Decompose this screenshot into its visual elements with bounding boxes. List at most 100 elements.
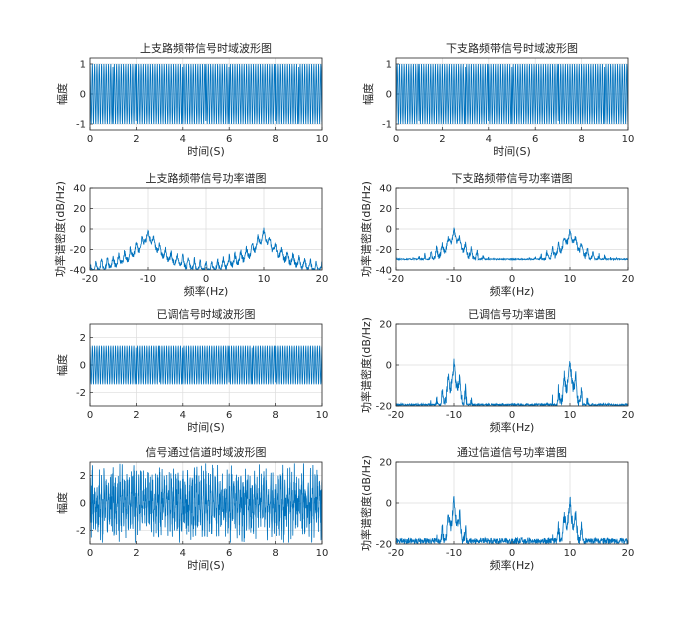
y-tick-label: -20 bbox=[376, 245, 392, 256]
x-tick-label: 6 bbox=[532, 134, 538, 145]
x-tick-label: 4 bbox=[180, 410, 186, 421]
x-tick-label: 0 bbox=[87, 548, 93, 559]
axes-box bbox=[89, 461, 323, 545]
x-axis-label: 时间(S) bbox=[493, 145, 531, 158]
axes-box bbox=[395, 461, 629, 545]
x-tick-label: 10 bbox=[564, 548, 577, 559]
y-tick-label: 20 bbox=[379, 320, 392, 331]
x-tick-label: -10 bbox=[446, 274, 462, 285]
subplot-title: 上支路频带信号功率谱图 bbox=[146, 171, 267, 185]
x-axis-label: 时间(S) bbox=[187, 559, 225, 572]
x-tick-label: -20 bbox=[388, 274, 404, 285]
subplot-5 bbox=[89, 323, 323, 407]
y-tick-label: 0 bbox=[80, 499, 86, 510]
y-axis-label: 功率谱密度(dB/Hz) bbox=[359, 455, 373, 551]
x-tick-label: 8 bbox=[272, 410, 278, 421]
x-tick-label: 8 bbox=[578, 134, 584, 145]
x-tick-label: -10 bbox=[446, 410, 462, 421]
axes-box bbox=[395, 187, 629, 271]
subplot-2 bbox=[395, 57, 629, 131]
x-tick-label: 10 bbox=[316, 548, 329, 559]
x-tick-label: 2 bbox=[133, 134, 139, 145]
y-tick-label: 2 bbox=[80, 471, 86, 482]
series-line bbox=[90, 63, 322, 125]
series-line bbox=[90, 345, 322, 385]
x-axis-label: 频率(Hz) bbox=[490, 284, 535, 298]
subplot-title: 已调信号功率谱图 bbox=[468, 307, 556, 321]
x-axis-label: 时间(S) bbox=[187, 421, 225, 434]
x-tick-label: 4 bbox=[486, 134, 492, 145]
x-tick-label: 4 bbox=[180, 548, 186, 559]
x-tick-label: 0 bbox=[509, 410, 515, 421]
x-tick-label: 6 bbox=[226, 548, 232, 559]
y-tick-label: -20 bbox=[70, 245, 86, 256]
x-tick-label: 10 bbox=[316, 134, 329, 145]
axes-box bbox=[395, 57, 629, 131]
y-axis-label: 幅度 bbox=[361, 83, 375, 105]
subplot-title: 信号通过信道时域波形图 bbox=[146, 445, 267, 459]
y-tick-label: -20 bbox=[376, 540, 392, 551]
subplot-title: 上支路频带信号时域波形图 bbox=[140, 41, 272, 55]
series-line bbox=[90, 227, 322, 270]
x-tick-label: 6 bbox=[226, 134, 232, 145]
y-tick-label: 0 bbox=[80, 225, 86, 236]
series-line bbox=[396, 496, 628, 544]
x-tick-label: 20 bbox=[622, 410, 635, 421]
y-tick-label: 40 bbox=[379, 184, 392, 195]
x-tick-label: 10 bbox=[564, 410, 577, 421]
axes-box bbox=[395, 323, 629, 407]
x-tick-label: 0 bbox=[393, 134, 399, 145]
x-tick-label: -20 bbox=[388, 548, 404, 559]
x-axis-label: 频率(Hz) bbox=[184, 284, 229, 298]
x-tick-label: 0 bbox=[87, 134, 93, 145]
x-axis-label: 时间(S) bbox=[187, 145, 225, 158]
y-tick-label: 1 bbox=[80, 60, 86, 71]
subplot-title: 下支路频带信号功率谱图 bbox=[452, 171, 573, 185]
x-tick-label: -10 bbox=[140, 274, 156, 285]
subplot-4 bbox=[395, 187, 629, 271]
y-axis-label: 幅度 bbox=[55, 492, 69, 514]
x-tick-label: 8 bbox=[272, 548, 278, 559]
x-tick-label: 10 bbox=[258, 274, 271, 285]
x-tick-label: -10 bbox=[446, 548, 462, 559]
subplot-6 bbox=[395, 323, 629, 407]
x-tick-label: 20 bbox=[316, 274, 329, 285]
y-tick-label: 2 bbox=[80, 333, 86, 344]
subplot-title: 通过信道信号功率谱图 bbox=[457, 445, 567, 459]
series-line bbox=[396, 63, 628, 125]
x-tick-label: 0 bbox=[509, 274, 515, 285]
y-tick-label: 20 bbox=[73, 204, 86, 215]
y-tick-label: -40 bbox=[376, 266, 392, 277]
y-tick-label: -2 bbox=[76, 388, 86, 399]
y-tick-label: 0 bbox=[386, 225, 392, 236]
y-axis-label: 功率谱密度(dB/Hz) bbox=[359, 317, 373, 413]
x-tick-label: -20 bbox=[388, 410, 404, 421]
x-tick-label: 10 bbox=[622, 134, 635, 145]
subplot-title: 下支路频带信号时域波形图 bbox=[446, 41, 578, 55]
x-tick-label: 0 bbox=[87, 410, 93, 421]
y-tick-label: -20 bbox=[376, 402, 392, 413]
x-tick-label: 4 bbox=[180, 134, 186, 145]
x-tick-label: 20 bbox=[622, 274, 635, 285]
series-line bbox=[90, 463, 322, 543]
axes-box bbox=[89, 57, 323, 131]
subplot-7 bbox=[89, 461, 323, 545]
y-axis-label: 幅度 bbox=[55, 83, 69, 105]
x-tick-label: 10 bbox=[564, 274, 577, 285]
y-tick-label: 40 bbox=[73, 184, 86, 195]
y-axis-label: 幅度 bbox=[55, 354, 69, 376]
y-tick-label: 0 bbox=[80, 361, 86, 372]
x-tick-label: 8 bbox=[272, 134, 278, 145]
x-axis-label: 频率(Hz) bbox=[490, 420, 535, 434]
y-tick-label: 0 bbox=[80, 90, 86, 101]
y-tick-label: 0 bbox=[386, 90, 392, 101]
y-tick-label: 1 bbox=[386, 60, 392, 71]
axes-box bbox=[89, 323, 323, 407]
series-line bbox=[396, 227, 628, 262]
x-tick-label: 6 bbox=[226, 410, 232, 421]
x-axis-label: 频率(Hz) bbox=[490, 558, 535, 572]
subplot-8 bbox=[395, 461, 629, 545]
x-tick-label: 0 bbox=[203, 274, 209, 285]
x-tick-label: 2 bbox=[439, 134, 445, 145]
